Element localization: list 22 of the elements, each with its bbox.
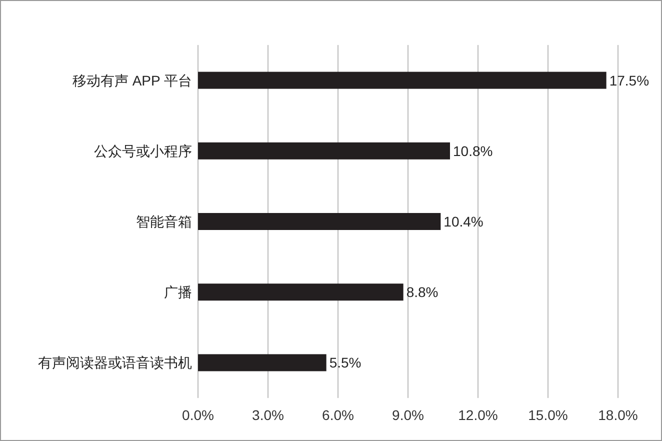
- y-tick-label: 智能音箱: [136, 214, 192, 230]
- bar: [198, 354, 326, 372]
- y-tick-label: 移动有声 APP 平台: [72, 72, 192, 88]
- bar: [198, 284, 404, 301]
- data-label: 8.8%: [406, 284, 438, 300]
- y-tick-label: 有声阅读器或语音读书机: [38, 354, 192, 371]
- bar: [198, 72, 606, 89]
- data-label: 5.5%: [329, 354, 362, 371]
- x-tick-label: 6.0%: [322, 407, 354, 423]
- x-tick-label: 0.0%: [182, 407, 214, 423]
- x-tick-label: 15.0%: [528, 407, 568, 423]
- bar: [198, 213, 441, 230]
- data-label: 10.4%: [444, 214, 484, 230]
- x-tick-label: 9.0%: [392, 407, 424, 423]
- bar: [198, 142, 450, 160]
- x-tick-label: 18.0%: [598, 407, 638, 423]
- y-tick-label: 广播: [164, 284, 192, 300]
- x-tick-label: 12.0%: [458, 407, 498, 423]
- x-tick-label: 3.0%: [252, 407, 284, 423]
- data-label: 10.8%: [453, 142, 493, 159]
- data-label: 17.5%: [609, 72, 650, 88]
- y-tick-label: 公众号或小程序: [94, 142, 192, 159]
